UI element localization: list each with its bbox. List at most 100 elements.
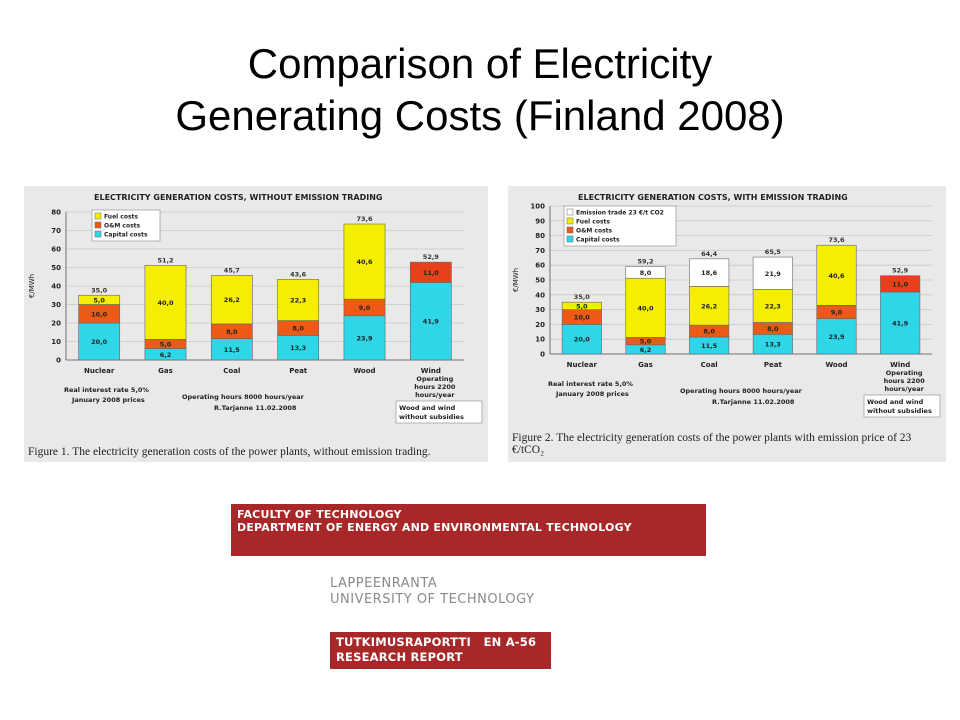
data-label: 5,0 [640, 338, 652, 346]
slide-title-line2: Generating Costs (Finland 2008) [175, 92, 785, 139]
bar-segment-fuel-nuclear [561, 301, 602, 310]
data-label: 26,2 [224, 296, 240, 304]
wind-operating-hours: hours 2200 [414, 383, 456, 391]
legend-label: Fuel costs [576, 219, 610, 226]
total-label: 35,0 [574, 293, 591, 301]
data-label: 6,2 [640, 346, 652, 354]
total-label: 59,2 [637, 257, 653, 265]
y-tick-label: 30 [535, 306, 545, 314]
legend-label: Emission trade 23 €/t CO2 [576, 210, 664, 217]
wind-operating-hours: Operating [416, 375, 453, 383]
bar-segment-fuel-nuclear [78, 294, 121, 305]
bar-segment-fuel-peat [277, 279, 320, 321]
figure-2-caption-line1: Figure 2. The electricity generation cos… [512, 432, 912, 444]
wind-operating-hours: hours/year [415, 391, 455, 399]
data-label: 40,6 [356, 258, 373, 266]
bar-segment-om-wind [409, 261, 452, 283]
total-label: 64,4 [701, 250, 718, 258]
bar-segment-capital-wood [343, 315, 386, 361]
total-label: 52,9 [423, 253, 440, 261]
bar-segment-fuel-gas [144, 264, 187, 340]
faculty-banner: FACULTY OF TECHNOLOGY DEPARTMENT OF ENER… [231, 504, 706, 556]
x-tick-label: Coal [701, 361, 718, 369]
chart-without-emission: ELECTRICITY GENERATION COSTS, WITHOUT EM… [24, 186, 488, 436]
author-note: R.Tarjanne 11.02.2008 [214, 404, 297, 412]
legend-swatch-om [94, 221, 102, 229]
bar-segment-fuel-wood [343, 223, 386, 300]
y-tick-label: 70 [51, 227, 61, 235]
total-label: 51,2 [157, 256, 173, 264]
x-tick-label: Wind [890, 361, 910, 369]
data-label: 8,0 [703, 328, 715, 336]
y-tick-label: 40 [51, 283, 61, 291]
bar-segment-capital-wind [880, 291, 921, 355]
x-tick-label: Peat [764, 361, 783, 369]
figure-1-caption: Figure 1. The electricity generation cos… [28, 446, 431, 458]
data-label: 18,6 [701, 269, 718, 277]
subsidy-note: Wood and wind [867, 398, 924, 406]
report-series: TUTKIMUSRAPORTTI EN A-56 [336, 635, 537, 649]
y-tick-label: 10 [51, 338, 61, 346]
legend-swatch-capital [94, 230, 102, 238]
data-label: 23,9 [828, 333, 845, 341]
legend-label: Capital costs [576, 237, 620, 244]
bar-segment-capital-nuclear [561, 324, 602, 355]
operating-hours-note: Operating hours 8000 hours/year [182, 393, 305, 401]
x-tick-label: Wood [825, 361, 847, 369]
x-tick-label: Nuclear [84, 367, 115, 375]
bar-segment-om-wind [880, 275, 921, 293]
y-tick-label: 60 [535, 262, 545, 270]
total-label: 52,9 [892, 267, 909, 275]
x-tick-label: Wind [421, 367, 441, 375]
x-tick-label: Nuclear [567, 361, 598, 369]
wind-operating-hours: hours/year [884, 385, 924, 393]
data-label: 5,0 [160, 340, 172, 348]
data-label: 26,2 [701, 302, 717, 310]
x-tick-label: Coal [223, 367, 240, 375]
slide-title: Comparison of Electricity Generating Cos… [0, 38, 960, 142]
figure-2-caption: Figure 2. The electricity generation cos… [512, 432, 952, 456]
legend-label: O&M costs [104, 223, 141, 230]
total-label: 35,0 [91, 286, 108, 294]
data-label: 5,0 [576, 302, 588, 310]
data-label: 11,0 [892, 280, 909, 288]
wind-operating-hours: Operating [886, 369, 923, 377]
chart-with-emission: ELECTRICITY GENERATION COSTS, WITH EMISS… [508, 186, 946, 422]
legend-swatch-emission [566, 208, 574, 216]
subsidy-note: Wood and wind [399, 404, 456, 412]
y-axis-label: €/MWh [512, 268, 520, 292]
data-label: 41,9 [892, 319, 909, 327]
x-tick-label: Peat [289, 367, 308, 375]
bar-segment-fuel-coal [689, 286, 730, 326]
x-tick-label: Gas [638, 361, 653, 369]
data-label: 6,2 [160, 351, 172, 359]
legend-label: Capital costs [104, 232, 148, 239]
interest-rate-note: Real interest rate 5,0% [548, 380, 633, 388]
chart-title: ELECTRICITY GENERATION COSTS, WITHOUT EM… [94, 193, 383, 202]
data-label: 9,0 [831, 308, 843, 316]
bar-segment-capital-wood [816, 318, 857, 355]
total-label: 45,7 [224, 266, 240, 274]
data-label: 13,3 [765, 341, 781, 349]
y-tick-label: 30 [51, 301, 61, 309]
subsidy-note-box [863, 394, 941, 418]
chart-title: ELECTRICITY GENERATION COSTS, WITH EMISS… [578, 193, 848, 202]
data-label: 8,0 [640, 269, 652, 277]
bar-segment-emission-coal [689, 258, 730, 287]
university-line2: UNIVERSITY OF TECHNOLOGY [330, 592, 535, 607]
prices-note: January 2008 prices [555, 390, 629, 398]
data-label: 9,0 [359, 304, 371, 312]
subsidy-note: without subsidies [399, 413, 464, 421]
prices-note: January 2008 prices [71, 396, 145, 404]
y-tick-label: 100 [530, 203, 545, 211]
data-label: 20,0 [574, 336, 591, 344]
data-label: 13,3 [290, 344, 306, 352]
total-label: 43,6 [290, 270, 307, 278]
y-tick-label: 90 [535, 217, 545, 225]
y-tick-label: 60 [51, 246, 61, 254]
data-label: 10,0 [574, 314, 591, 322]
bar-segment-fuel-gas [625, 277, 666, 338]
legend: Fuel costs O&M costs Capital costs [91, 209, 161, 242]
chart-panel-with-emission: ELECTRICITY GENERATION COSTS, WITH EMISS… [508, 186, 946, 462]
data-label: 22,3 [765, 302, 781, 310]
